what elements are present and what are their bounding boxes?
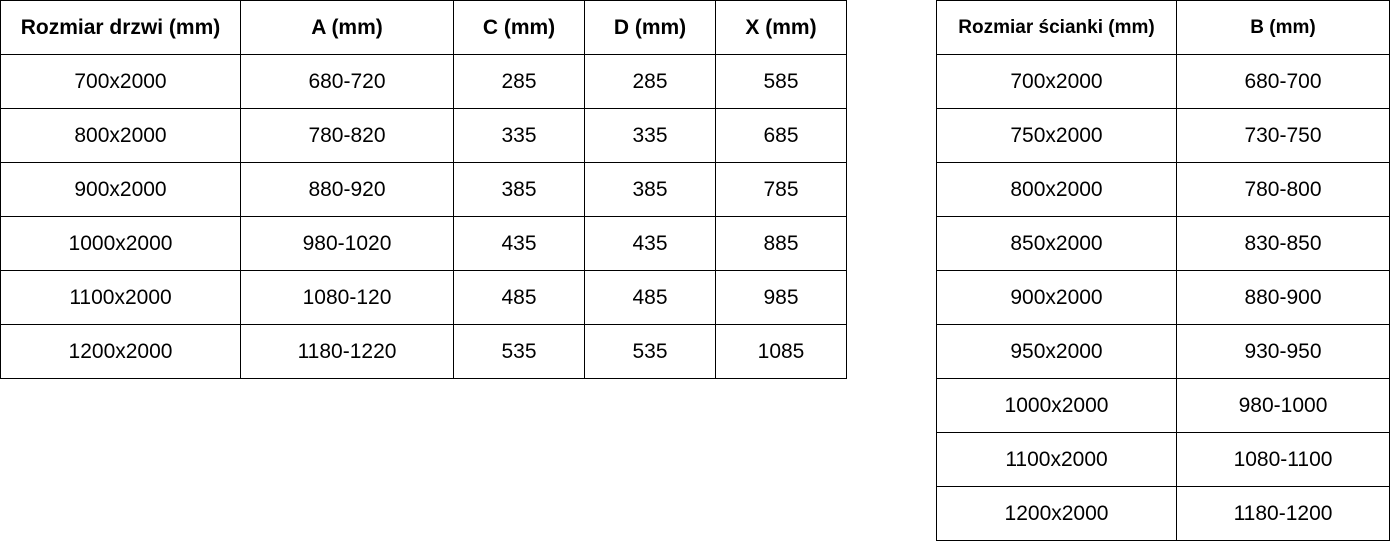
table-cell: 1080-120 — [240, 270, 454, 325]
table-cell: 885 — [715, 216, 847, 271]
table-row: 1100x2000 1080-120 485 485 985 — [0, 270, 847, 325]
table-cell: 830-850 — [1176, 216, 1390, 271]
table-cell: 900x2000 — [0, 162, 241, 217]
column-header: Rozmiar ścianki (mm) — [936, 0, 1177, 55]
table-row: 1200x2000 1180-1220 535 535 1085 — [0, 324, 847, 379]
table-row: 1200x2000 1180-1200 — [936, 486, 1390, 541]
table-cell: 1000x2000 — [0, 216, 241, 271]
table-cell: 685 — [715, 108, 847, 163]
table-cell: 535 — [453, 324, 585, 379]
table-cell: 980-1020 — [240, 216, 454, 271]
table-cell: 335 — [453, 108, 585, 163]
table-cell: 585 — [715, 54, 847, 109]
table-cell: 980-1000 — [1176, 378, 1390, 433]
table-cell: 1200x2000 — [936, 486, 1177, 541]
table-cell: 985 — [715, 270, 847, 325]
table-row: 700x2000 680-700 — [936, 54, 1390, 109]
table-row: 1000x2000 980-1020 435 435 885 — [0, 216, 847, 271]
table-cell: 700x2000 — [936, 54, 1177, 109]
table-row: 900x2000 880-920 385 385 785 — [0, 162, 847, 217]
table-row: 800x2000 780-800 — [936, 162, 1390, 217]
table-cell: 880-920 — [240, 162, 454, 217]
table-cell: 780-820 — [240, 108, 454, 163]
table-cell: 785 — [715, 162, 847, 217]
table-cell: 285 — [453, 54, 585, 109]
table-cell: 485 — [584, 270, 716, 325]
table-cell: 750x2000 — [936, 108, 1177, 163]
table-cell: 780-800 — [1176, 162, 1390, 217]
table-cell: 950x2000 — [936, 324, 1177, 379]
table-cell: 485 — [453, 270, 585, 325]
table-cell: 730-750 — [1176, 108, 1390, 163]
table-cell: 1080-1100 — [1176, 432, 1390, 487]
table-cell: 800x2000 — [0, 108, 241, 163]
table-cell: 435 — [453, 216, 585, 271]
table-cell: 285 — [584, 54, 716, 109]
table-row: 800x2000 780-820 335 335 685 — [0, 108, 847, 163]
table-row: 950x2000 930-950 — [936, 324, 1390, 379]
table-cell: 385 — [453, 162, 585, 217]
table-cell: 1100x2000 — [936, 432, 1177, 487]
table-cell: 880-900 — [1176, 270, 1390, 325]
table-cell: 1100x2000 — [0, 270, 241, 325]
table-row: 900x2000 880-900 — [936, 270, 1390, 325]
wall-size-table: Rozmiar ścianki (mm) B (mm) 700x2000 680-7… — [936, 0, 1390, 541]
table-row: 1100x2000 1080-1100 — [936, 432, 1390, 487]
column-header: X (mm) — [715, 0, 847, 55]
table-cell: 335 — [584, 108, 716, 163]
table-cell: 680-720 — [240, 54, 454, 109]
table-row: 1000x2000 980-1000 — [936, 378, 1390, 433]
table-row: 750x2000 730-750 — [936, 108, 1390, 163]
column-header: C (mm) — [453, 0, 585, 55]
table-row: 850x2000 830-850 — [936, 216, 1390, 271]
column-header: B (mm) — [1176, 0, 1390, 55]
table-cell: 435 — [584, 216, 716, 271]
header-row: Rozmiar drzwi (mm) A (mm) C (mm) D (mm) X (m… — [0, 0, 847, 55]
table-cell: 1000x2000 — [936, 378, 1177, 433]
column-header: A (mm) — [240, 0, 454, 55]
table-cell: 800x2000 — [936, 162, 1177, 217]
table-cell: 1085 — [715, 324, 847, 379]
header-row: Rozmiar ścianki (mm) B (mm) — [936, 0, 1390, 55]
door-size-table: Rozmiar drzwi (mm) A (mm) C (mm) D (mm) X (m… — [0, 0, 847, 379]
table-cell: 1180-1220 — [240, 324, 454, 379]
table-cell: 1180-1200 — [1176, 486, 1390, 541]
table-cell: 900x2000 — [936, 270, 1177, 325]
table-cell: 850x2000 — [936, 216, 1177, 271]
column-header: D (mm) — [584, 0, 716, 55]
column-header: Rozmiar drzwi (mm) — [0, 0, 241, 55]
table-row: 700x2000 680-720 285 285 585 — [0, 54, 847, 109]
table-cell: 1200x2000 — [0, 324, 241, 379]
table-cell: 930-950 — [1176, 324, 1390, 379]
table-cell: 700x2000 — [0, 54, 241, 109]
table-cell: 535 — [584, 324, 716, 379]
table-cell: 680-700 — [1176, 54, 1390, 109]
table-cell: 385 — [584, 162, 716, 217]
